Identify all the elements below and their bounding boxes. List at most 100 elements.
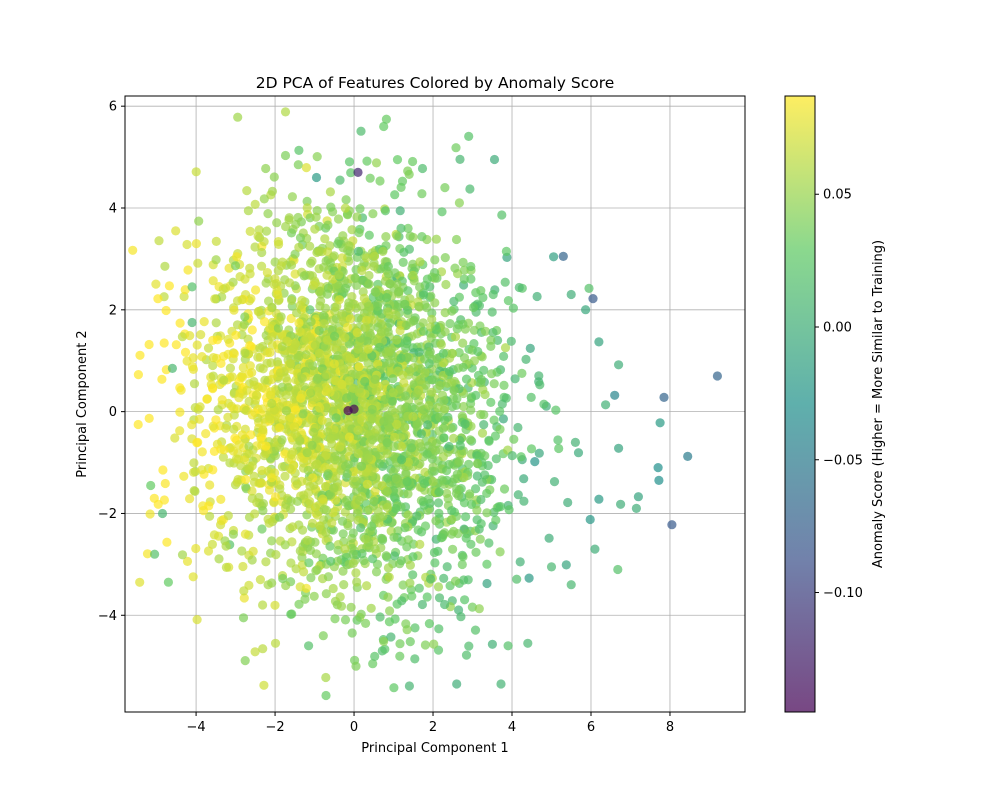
data-point	[384, 346, 394, 356]
data-point	[329, 331, 340, 341]
data-point	[312, 510, 322, 520]
data-point	[326, 202, 336, 212]
data-point	[223, 412, 233, 422]
data-point	[352, 280, 362, 290]
data-point	[315, 286, 325, 296]
data-point	[466, 274, 476, 284]
data-point	[342, 495, 352, 505]
data-point	[351, 568, 361, 578]
data-point	[269, 279, 279, 289]
x-axis-ticks: −4 −2 0 2 4 6 8	[186, 712, 674, 735]
data-point	[513, 490, 523, 500]
data-point	[381, 114, 391, 124]
data-point	[233, 112, 243, 122]
data-point	[459, 401, 469, 412]
data-point	[401, 619, 411, 629]
data-point	[392, 231, 402, 241]
data-point	[381, 551, 391, 561]
data-point	[441, 279, 451, 290]
data-point	[384, 357, 395, 368]
data-point	[329, 483, 339, 493]
data-point	[362, 581, 372, 591]
data-point	[262, 347, 272, 358]
data-point	[228, 529, 238, 539]
data-point	[497, 210, 507, 220]
data-point	[614, 360, 624, 370]
data-point	[405, 560, 415, 570]
data-point	[321, 589, 331, 599]
data-point	[270, 600, 280, 610]
data-point	[334, 270, 344, 280]
data-point	[376, 443, 386, 453]
data-point	[385, 318, 395, 328]
data-point	[188, 353, 198, 363]
data-point	[405, 637, 415, 647]
data-point	[135, 350, 145, 360]
data-point	[314, 246, 324, 256]
data-point	[450, 576, 461, 586]
data-point	[476, 494, 486, 505]
data-point	[320, 234, 330, 244]
data-point	[258, 644, 268, 654]
data-point	[230, 433, 240, 443]
data-point	[187, 282, 197, 292]
data-point	[281, 390, 291, 400]
data-point	[250, 647, 260, 657]
data-point	[534, 448, 544, 458]
data-point	[466, 499, 477, 509]
data-point	[259, 194, 269, 204]
data-point	[344, 376, 354, 386]
data-point	[250, 242, 260, 252]
data-point	[353, 167, 363, 177]
data-point	[280, 150, 291, 161]
data-point	[451, 143, 461, 153]
x-tick-label: −2	[265, 720, 284, 735]
data-point	[244, 441, 254, 451]
data-point	[362, 156, 372, 166]
data-point	[450, 263, 460, 273]
data-point	[436, 267, 447, 277]
data-point	[255, 575, 265, 585]
data-point	[187, 362, 198, 372]
data-point	[466, 261, 476, 272]
data-point	[192, 615, 202, 625]
data-point	[418, 318, 428, 328]
data-point	[229, 349, 239, 359]
data-point	[281, 406, 292, 416]
data-point	[364, 453, 374, 463]
data-point	[461, 374, 472, 384]
data-point	[465, 489, 475, 499]
data-point	[238, 362, 248, 373]
data-point	[235, 272, 245, 282]
data-point	[261, 226, 272, 236]
data-point	[379, 121, 389, 132]
data-point	[228, 446, 238, 456]
data-point	[453, 363, 463, 373]
data-point	[409, 363, 419, 373]
data-point	[302, 535, 313, 546]
data-point	[320, 481, 331, 491]
data-point	[326, 490, 336, 500]
data-point	[438, 452, 448, 462]
data-point	[495, 547, 505, 557]
data-point	[594, 494, 604, 504]
data-point	[434, 487, 444, 497]
data-point	[453, 491, 464, 501]
data-point	[319, 504, 329, 514]
data-point	[352, 577, 362, 587]
data-point	[262, 268, 272, 278]
data-point	[486, 397, 496, 407]
data-point	[311, 172, 322, 183]
data-point	[194, 216, 204, 226]
data-point	[292, 308, 302, 318]
data-point	[299, 271, 309, 281]
data-point	[340, 333, 350, 343]
data-point	[257, 404, 267, 414]
data-point	[482, 508, 492, 518]
data-point	[457, 559, 467, 570]
data-point	[383, 592, 393, 602]
data-point	[295, 582, 305, 592]
data-point	[245, 341, 255, 351]
data-point	[431, 234, 441, 244]
data-point	[297, 295, 307, 305]
